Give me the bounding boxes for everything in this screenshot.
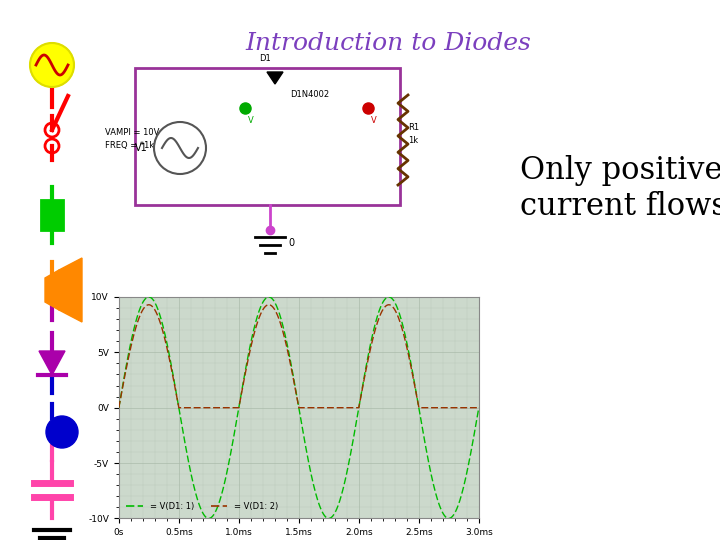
Polygon shape — [45, 270, 59, 310]
Polygon shape — [39, 351, 65, 375]
Bar — [135, 68, 400, 205]
Text: 1k: 1k — [408, 136, 418, 145]
Polygon shape — [267, 72, 283, 84]
Text: R1: R1 — [408, 123, 419, 132]
Text: V1: V1 — [135, 143, 148, 153]
Text: 0: 0 — [288, 238, 294, 248]
Text: Introduction to Diodes: Introduction to Diodes — [245, 32, 531, 55]
Circle shape — [46, 416, 78, 448]
Text: V: V — [248, 116, 253, 125]
Text: Only positive
current flows: Only positive current flows — [520, 155, 720, 222]
Text: D1: D1 — [259, 54, 271, 63]
Text: D1N4002: D1N4002 — [290, 90, 329, 99]
Legend: = V(D1: 1), = V(D1: 2): = V(D1: 1), = V(D1: 2) — [123, 498, 282, 514]
Bar — [41, 200, 63, 230]
Circle shape — [30, 43, 74, 87]
Polygon shape — [59, 258, 82, 322]
Text: VAMPI = 10V: VAMPI = 10V — [105, 128, 159, 137]
Text: FREQ = *1k: FREQ = *1k — [105, 141, 154, 150]
Text: V: V — [371, 116, 377, 125]
